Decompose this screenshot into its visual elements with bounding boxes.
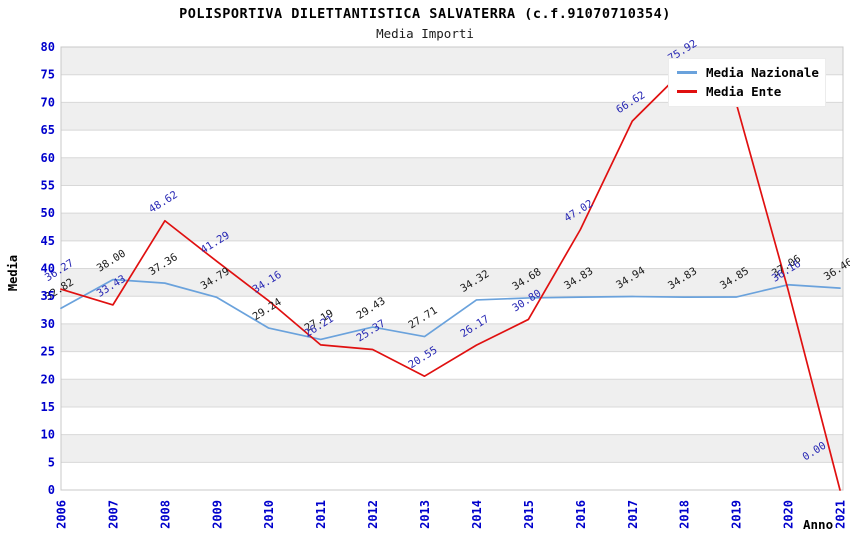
grid-band [61, 157, 843, 186]
legend-item-media-nazionale: Media Nazionale [677, 63, 819, 82]
x-tick-label: 2011 [314, 500, 328, 529]
grid-band [61, 296, 843, 324]
legend-item-media-ente: Media Ente [677, 82, 817, 101]
y-tick-label: 35 [41, 289, 55, 303]
line-sample-icon [677, 90, 697, 93]
grid-band [61, 406, 843, 435]
x-tick-label: 2012 [366, 500, 380, 529]
y-tick-label: 45 [41, 234, 55, 248]
x-tick-label: 2008 [158, 500, 172, 529]
grid-band [61, 240, 843, 269]
grid-band [61, 213, 843, 241]
y-axis-title: Media [6, 254, 20, 292]
grid-band [61, 130, 843, 158]
series-line-media-nazionale [60, 278, 841, 341]
grid-band [61, 323, 843, 352]
line-sample-icon [677, 71, 697, 74]
y-tick-label: 20 [41, 372, 55, 386]
y-tick-label: 10 [41, 428, 55, 442]
y-tick-label: 70 [41, 95, 55, 109]
x-tick-label: 2010 [262, 500, 276, 529]
x-tick-label: 2006 [55, 500, 69, 529]
x-tick-label: 2019 [730, 500, 744, 529]
x-tick-label: 2015 [522, 500, 536, 529]
x-tick-label: 2020 [782, 500, 796, 529]
x-tick-label: 2007 [106, 500, 120, 529]
x-tick-label: 2016 [574, 500, 588, 529]
grid-band [61, 268, 843, 297]
y-tick-label: 80 [41, 40, 55, 54]
x-tick-label: 2014 [470, 500, 484, 529]
y-tick-label: 50 [41, 206, 55, 220]
plot-border [60, 46, 844, 491]
y-tick-label: 5 [48, 455, 55, 469]
grid-band [61, 379, 843, 407]
x-tick-label: 2018 [678, 500, 692, 529]
y-tick-label: 15 [41, 400, 55, 414]
x-tick-label: 2017 [626, 500, 640, 529]
y-tick-label: 25 [41, 345, 55, 359]
y-tick-label: 0 [48, 483, 55, 497]
x-tick-label: 2009 [210, 500, 224, 529]
x-tick-label: 2021 [834, 500, 848, 529]
grid-band [61, 185, 843, 214]
legend: Media Nazionale Media Ente [668, 58, 826, 107]
legend-label: Media Ente [706, 84, 782, 99]
y-tick-label: 65 [41, 123, 55, 137]
chart-subtitle: Media Importi [376, 26, 474, 41]
grid-band [61, 462, 843, 490]
y-tick-label: 30 [41, 317, 55, 331]
y-tick-label: 55 [41, 178, 55, 192]
x-tick-label: 2013 [418, 500, 432, 529]
grid-band [61, 434, 843, 463]
y-tick-label: 40 [41, 262, 55, 276]
chart-title: POLISPORTIVA DILETTANTISTICA SALVATERRA … [179, 6, 671, 22]
legend-label: Media Nazionale [706, 65, 819, 80]
grid-band [61, 351, 843, 380]
y-tick-label: 75 [41, 68, 55, 82]
y-tick-label: 60 [41, 151, 55, 165]
x-axis-title: Anno [803, 517, 834, 532]
